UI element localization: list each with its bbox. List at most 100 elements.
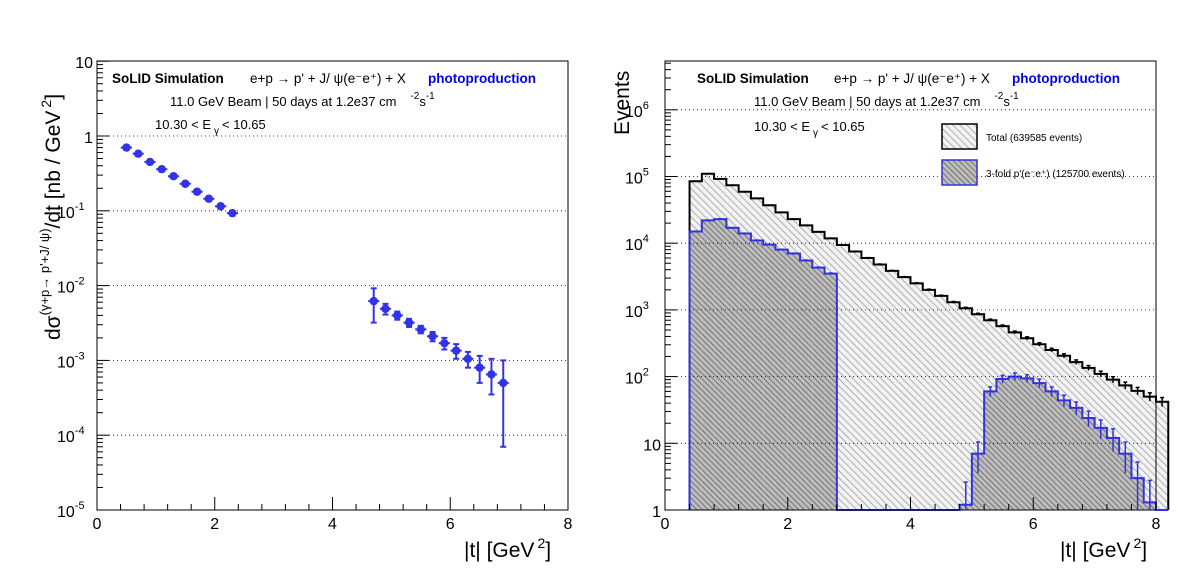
total-bin — [898, 277, 911, 510]
right-y-tick-label: 1 — [652, 504, 661, 521]
left-x-tick-label: 6 — [446, 516, 455, 533]
right-y-tick-base: 10 — [625, 237, 643, 254]
left-data-point — [450, 343, 462, 360]
total-bin — [1156, 401, 1169, 510]
legend-swatch-total — [941, 123, 978, 150]
3fold-bin — [1106, 438, 1120, 510]
right-x-tick-label: 6 — [1029, 516, 1038, 533]
right-y-tick-label: 103 — [625, 300, 649, 321]
histogram-3fold — [688, 218, 1169, 511]
left-x-tick-label: 0 — [93, 516, 102, 533]
left-data-points — [120, 143, 509, 448]
left-data-point — [368, 287, 380, 324]
left-ylabel-close: ] — [42, 94, 65, 100]
left-lumi-unit: s — [419, 94, 426, 109]
left-y-tick-label: 10-1 — [57, 201, 85, 222]
right-y-tick-base: 10 — [625, 171, 643, 188]
total-bin — [836, 244, 850, 510]
right-header-tag: SoLID Simulation — [697, 71, 809, 86]
left-y-tick-label: 1 — [84, 130, 93, 147]
right-y-tick-base: 10 — [625, 304, 643, 321]
3fold-bin — [701, 220, 715, 510]
left-y-tick-exp: -2 — [75, 276, 85, 288]
left-header-mode: photoproduction — [428, 71, 536, 86]
left-y-axis-label: dσ(γ+p→ p'+J/ ψ)/dt [nb / GeV 2] — [37, 94, 65, 340]
right-beam-text: 11.0 GeV Beam | 50 days at 1.2e37 cm — [754, 94, 980, 109]
left-y-tick-base: 10 — [57, 205, 75, 222]
left-y-tick-exp: -5 — [75, 500, 85, 512]
legend-label-3fold: 3-fold p'(e⁻e⁺) (125700 events) — [986, 169, 1125, 180]
left-y-tick-label: 10-4 — [57, 425, 85, 446]
right-x-tick-label: 4 — [906, 516, 915, 533]
left-data-point — [120, 143, 133, 152]
right-y-tick-base: 1 — [652, 504, 661, 521]
total-bin — [849, 251, 862, 510]
3fold-bin — [1082, 417, 1095, 510]
right-y-tick-exp: 2 — [643, 367, 649, 379]
left-y-tick-base: 10 — [57, 354, 75, 371]
left-y-tick-label: 10-3 — [57, 350, 85, 371]
right-xlabel-text: |t| [GeV — [1060, 539, 1130, 562]
right-energy-sub: γ — [813, 128, 818, 139]
left-data-point — [485, 357, 498, 396]
left-data-point — [191, 187, 203, 196]
right-error-bars — [693, 172, 1165, 510]
left-data-point — [132, 149, 144, 158]
left-y-grid — [97, 135, 568, 436]
right-y-tick-exp: 3 — [643, 300, 649, 312]
left-y-tick-exp: -3 — [75, 350, 85, 362]
left-y-tick-base: 10 — [57, 429, 75, 446]
left-data-point — [226, 208, 239, 218]
left-energy-sub: γ — [214, 126, 219, 137]
3fold-bin — [1008, 376, 1021, 510]
left-header-reaction-text: e+p → p' + J/ ψ(e⁻e⁺) + X — [250, 71, 406, 86]
left-x-tick-label: 4 — [328, 516, 337, 533]
3fold-bin — [763, 244, 776, 510]
3fold-bin — [1033, 383, 1046, 510]
right-energy-range: 10.30 < E — [754, 119, 810, 134]
left-y-tick-base: 1 — [84, 130, 93, 147]
total-bin — [1143, 396, 1156, 510]
3fold-bin — [738, 233, 751, 511]
right-x-tick-label: 8 — [1152, 516, 1161, 533]
left-data-point — [403, 317, 415, 328]
3fold-bin — [800, 260, 813, 510]
right-lumi-unit: s — [1003, 94, 1010, 109]
right-header-reaction-text: e+p → p' + J/ ψ(e⁻e⁺) + X — [834, 71, 990, 86]
left-data-point — [497, 359, 509, 448]
right-x-axis-ticks: 0 2 4 6 8 — [661, 497, 1161, 533]
total-bin — [861, 257, 874, 510]
right-header-beam: 11.0 GeV Beam | 50 days at 1.2e37 cm -2s-… — [754, 91, 1019, 109]
right-lumi-exp: -2 — [994, 91, 1003, 102]
left-data-point — [179, 179, 191, 188]
right-y-tick-label: 106 — [625, 100, 649, 121]
legend-label-total: Total (639585 events) — [986, 133, 1082, 144]
3fold-bin — [1045, 391, 1058, 510]
right-y-tick-label: 102 — [625, 367, 649, 388]
right-x-tick-label: 0 — [661, 516, 670, 533]
3fold-bin — [1119, 453, 1132, 510]
left-data-point — [144, 157, 156, 167]
left-y-tick-base: 10 — [75, 55, 93, 72]
3fold-bin — [812, 267, 825, 510]
total-bin — [959, 308, 972, 510]
total-bin — [910, 283, 923, 510]
left-y-tick-label: 10-2 — [57, 276, 85, 297]
right-xlabel-exp: 2 — [1133, 535, 1141, 551]
left-ylabel-exp: 2 — [38, 100, 54, 108]
3fold-bin — [750, 240, 764, 511]
left-y-tick-label: 10 — [75, 55, 93, 72]
3fold-bin — [971, 453, 985, 510]
3fold-bin — [1057, 400, 1071, 510]
left-x-axis-label: |t| [GeV 2] — [464, 535, 551, 562]
right-y-tick-exp: 6 — [643, 100, 649, 112]
right-header-reaction: e+p → p' + J/ ψ(e⁻e⁺) + X — [834, 71, 990, 86]
3fold-bin — [726, 227, 739, 511]
left-data-point — [438, 336, 450, 351]
3fold-bin — [689, 231, 702, 510]
right-header-mode: photoproduction — [1012, 71, 1120, 86]
left-beam-text: 11.0 GeV Beam | 50 days at 1.2e37 cm — [170, 94, 396, 109]
